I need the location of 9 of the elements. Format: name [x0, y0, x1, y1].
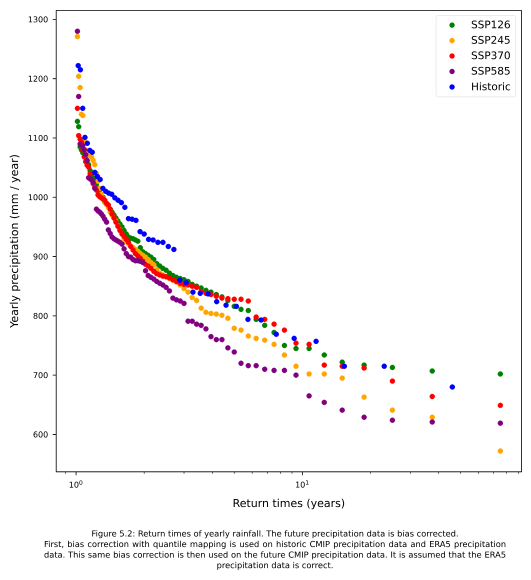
x-axis-title: Return times (years) [234, 498, 344, 510]
text: First, bias correction with quantile mapping is used on historic CMIP precipitation data and ERA5 precipitation data. This same bias correction is then used on the future CMIP precipitation data. It is assumed that the ERA5 precipitation data is correct. [44, 540, 506, 570]
caption: Figure 5.2: Return times of yearly rainfall. The future precipitation data is bias corrected. [92, 530, 458, 538]
legend-label: SSP585 [472, 66, 510, 75]
legend-label: Historic [472, 82, 510, 90]
y-axis-title: Yearly precipitation (mm / year) [10, 155, 20, 328]
legend-label: SSP245 [472, 36, 510, 44]
legend-label: SSP126 [472, 20, 510, 28]
legend-label: SSP370 [472, 51, 510, 60]
